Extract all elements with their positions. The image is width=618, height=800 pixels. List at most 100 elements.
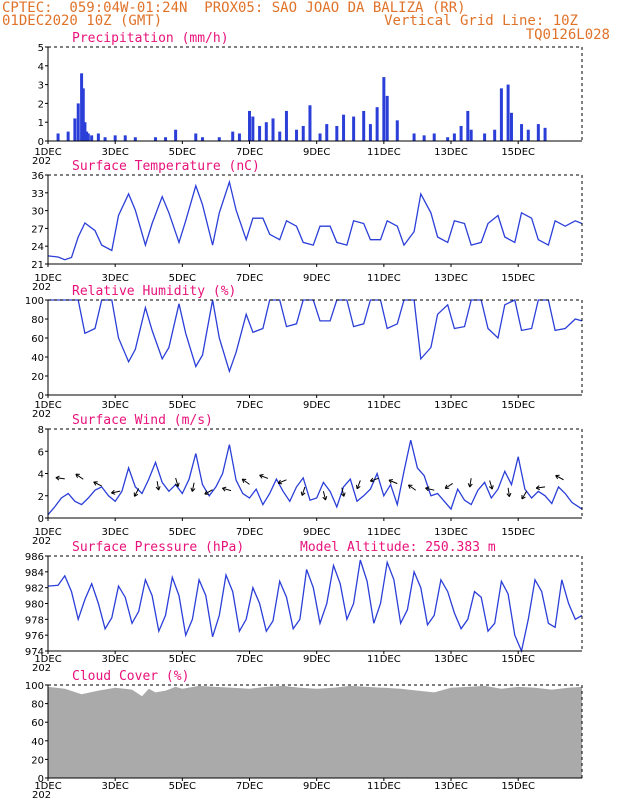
- precip-bar: [543, 127, 547, 141]
- wind-arrowhead: [369, 477, 375, 483]
- wind-arrowhead: [55, 475, 60, 481]
- rh-title: Relative Humidity (%): [72, 284, 236, 299]
- wind-arrow: [191, 482, 195, 492]
- y-tick-label: 40: [31, 353, 44, 364]
- header-grid-note: Vertical Grid Line: 10Z: [384, 13, 578, 29]
- y-tick-label: 27: [31, 224, 44, 235]
- x-tick-label: 5DEC: [169, 781, 196, 792]
- precip-bar: [469, 129, 473, 141]
- wind-arrowhead: [388, 479, 394, 484]
- precip-bar: [493, 129, 497, 141]
- precip-bar: [385, 95, 389, 141]
- y-tick-label: 2: [38, 99, 44, 110]
- wind-arrow: [134, 488, 140, 497]
- x-tick-label: 11DEC: [367, 654, 401, 665]
- x-tick-label: 5DEC: [169, 273, 196, 284]
- wind-arrow: [222, 487, 232, 492]
- precip-bar: [368, 124, 372, 141]
- x-tick-label: 3DEC: [101, 654, 128, 665]
- x-tick-label: 3DEC: [101, 400, 128, 411]
- y-tick-label: 100: [25, 296, 44, 307]
- y-tick-label: 0: [38, 774, 44, 785]
- wind-arrow: [555, 475, 564, 481]
- precip-bar: [520, 124, 524, 141]
- y-tick-label: 20: [31, 755, 44, 766]
- y-tick-label: 1: [38, 118, 44, 129]
- y-tick-label: 4: [38, 470, 44, 481]
- precip-bar: [342, 114, 346, 141]
- precip-bar: [506, 84, 510, 141]
- precipitation-panel: 0 1 2 3 4 5 1DEC 3DEC 5DEC 7DEC 9DEC 11DEC 13DEC 15DE…: [32, 31, 583, 167]
- precip-bar: [375, 107, 379, 141]
- precip-bar: [446, 137, 450, 141]
- precip-bar: [174, 129, 178, 141]
- precip-bar: [335, 125, 339, 141]
- x-tick-label: 5DEC: [169, 400, 196, 411]
- wind-arrowhead: [488, 485, 494, 490]
- x-tick-label: 1DEC: [34, 654, 61, 665]
- pres-title: Surface Pressure (hPa): [72, 540, 244, 555]
- precip-bar: [499, 88, 503, 141]
- wind-arrowhead: [174, 482, 180, 488]
- wind-arrowhead: [222, 486, 227, 492]
- y-tick-label: 60: [31, 718, 44, 729]
- y-tick-label: 24: [31, 242, 44, 253]
- wind-arrowhead: [467, 483, 473, 488]
- y-tick-label: 80: [31, 700, 44, 711]
- x-tick-label: 15DEC: [501, 400, 535, 411]
- precip-bar: [153, 137, 157, 141]
- wind-arrow: [322, 491, 327, 501]
- x-tick-label: 11DEC: [367, 781, 401, 792]
- wind-arrow: [444, 483, 453, 489]
- y-tick-label: 3: [38, 81, 44, 92]
- year-fragment: 202: [32, 156, 51, 167]
- precip-bar: [123, 135, 127, 141]
- precip-bar: [382, 77, 386, 141]
- x-tick-label: 9DEC: [303, 527, 330, 538]
- x-tick-label: 7DEC: [236, 273, 263, 284]
- y-tick-label: 2: [38, 492, 44, 503]
- precip-bar: [56, 133, 60, 141]
- temperature-panel: 21 24 27 30 33 36 1DEC 3DEC 5DEC 7DEC 9DEC 11DEC 13D…: [31, 159, 583, 293]
- precip-bar: [362, 110, 366, 141]
- y-tick-label: 0: [38, 137, 44, 148]
- wind-arrow: [175, 477, 179, 487]
- model-altitude: Model Altitude: 250.383 m: [300, 540, 496, 555]
- wind-arrowhead: [506, 492, 512, 498]
- wind-arrow: [75, 473, 84, 480]
- wind-arrow: [301, 486, 306, 496]
- year-fragment: 202: [32, 282, 51, 293]
- x-tick-label: 3DEC: [101, 147, 128, 158]
- header-station-line: CPTEC: 059:04W-01:24N PROX05: SAO JOAO D…: [2, 0, 466, 16]
- x-tick-label: 7DEC: [236, 147, 263, 158]
- precip-bar: [466, 110, 470, 141]
- precip-bar: [278, 131, 282, 141]
- y-tick-label: 6: [38, 447, 44, 458]
- wind-arrow: [55, 477, 65, 480]
- cloud-cover-area: [48, 685, 582, 778]
- y-tick-label: 60: [31, 334, 44, 345]
- x-tick-label: 7DEC: [236, 781, 263, 792]
- y-tick-label: 5: [38, 43, 44, 54]
- x-tick-label: 11DEC: [367, 273, 401, 284]
- precip-bar: [96, 133, 100, 141]
- year-fragment: 202: [32, 790, 51, 800]
- wind-arrow: [156, 481, 160, 491]
- precip-bar: [200, 137, 204, 141]
- y-tick-label: 978: [25, 615, 44, 626]
- pressure-panel: 974 976 978 980 982 984 986 1DEC 3DEC 5DEC 7DEC 9DE…: [25, 540, 583, 674]
- precip-bar: [483, 133, 487, 141]
- precip-bar: [103, 137, 107, 141]
- wind-arrowhead: [340, 492, 346, 497]
- wind-arrow: [489, 480, 493, 490]
- wind-title: Surface Wind (m/s): [72, 413, 213, 428]
- wind-arrow: [204, 489, 213, 495]
- y-tick-label: 4: [38, 62, 44, 73]
- x-tick-label: 13DEC: [434, 527, 468, 538]
- wind-arrow: [259, 474, 269, 479]
- precip-bar: [295, 129, 299, 141]
- wind-arrowhead: [155, 486, 161, 491]
- precip-bar: [432, 133, 436, 141]
- precip-bar: [318, 133, 322, 141]
